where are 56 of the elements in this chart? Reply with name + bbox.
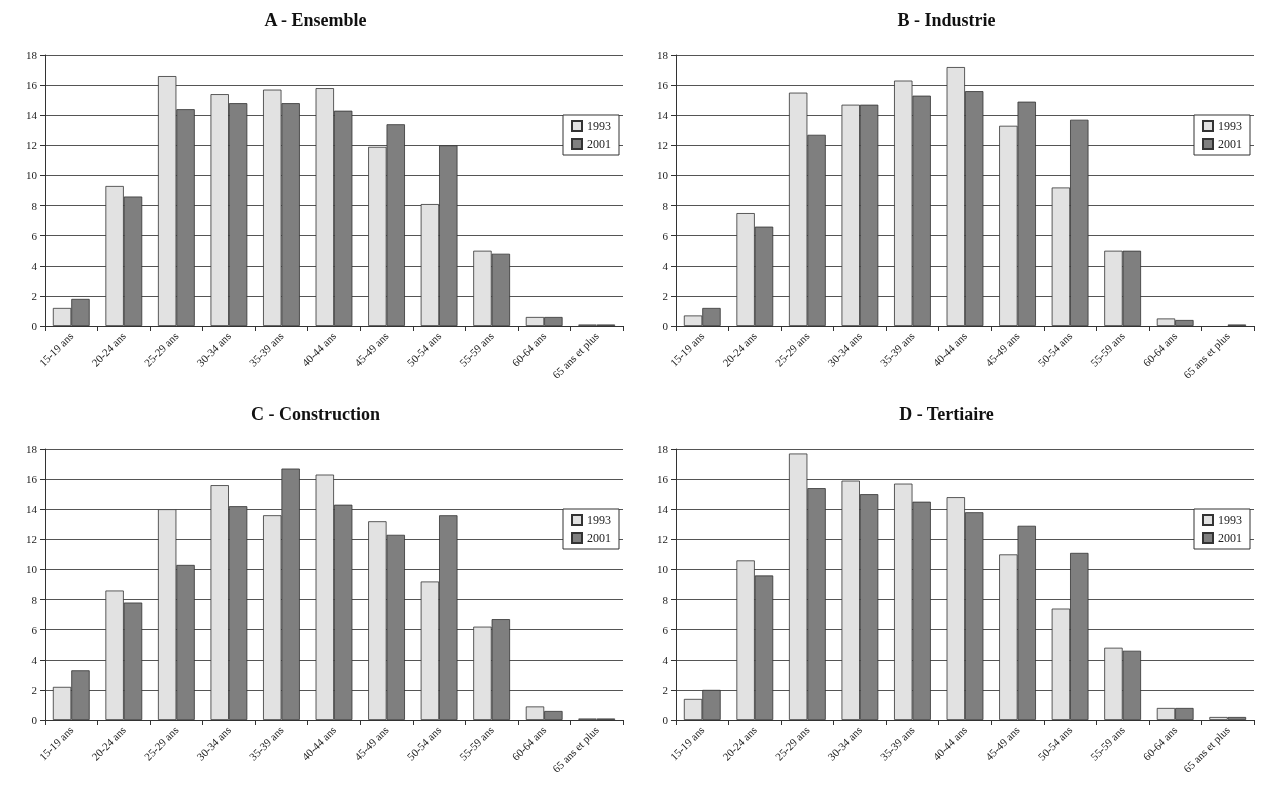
y-tick-label: 6 [31,623,38,636]
y-tick-label: 12 [26,139,37,152]
y-tick-label: 12 [657,533,668,546]
y-tick-label: 4 [31,653,38,666]
y-tick-label: 18 [26,443,38,455]
y-tick-label: 16 [26,473,38,486]
legend-label: 2001 [1218,137,1242,151]
y-tick-label: 8 [31,593,38,606]
y-tick-label: 18 [657,49,669,61]
y-tick-label: 10 [26,169,38,182]
chart-title: D - Tertiaire [899,404,994,424]
y-tick-label: 14 [657,109,669,122]
legend-label: 1993 [587,119,611,133]
y-tick-label: 10 [26,563,38,576]
legend-label: 2001 [1218,531,1242,545]
y-tick-label: 0 [662,320,669,332]
y-tick-label: 8 [31,199,38,212]
y-tick-label: 10 [657,563,669,576]
y-tick-label: 12 [657,139,668,152]
legend-label: 2001 [587,137,611,151]
y-tick-label: 0 [662,714,669,726]
y-tick-label: 4 [31,259,38,272]
y-tick-label: 10 [657,169,669,182]
y-tick-label: 18 [26,49,38,61]
chart-title: B - Industrie [897,10,996,30]
y-tick-label: 16 [26,79,38,92]
y-tick-label: 16 [657,473,669,486]
y-tick-label: 0 [31,320,38,332]
y-tick-label: 0 [31,714,38,726]
legend-label: 2001 [587,531,611,545]
y-tick-label: 16 [657,79,669,92]
y-tick-label: 8 [662,199,669,212]
y-tick-label: 14 [26,503,38,516]
legend-label: 1993 [587,513,611,527]
y-tick-label: 2 [662,683,668,696]
y-tick-label: 6 [662,229,669,242]
x-tick-label: 65 ans et plus [1180,329,1232,381]
y-tick-label: 6 [31,229,38,242]
x-tick-label: 65 ans et plus [549,329,601,381]
y-tick-label: 2 [31,289,37,302]
y-tick-label: 4 [662,259,669,272]
y-tick-label: 2 [662,289,668,302]
y-tick-label: 18 [657,443,669,455]
y-tick-label: 14 [26,109,38,122]
y-tick-label: 14 [657,503,669,516]
x-tick-label: 65 ans et plus [1180,723,1232,775]
legend-label: 1993 [1218,513,1242,527]
chart-title: A - Ensemble [264,10,367,30]
chart-title: C - Construction [251,404,380,424]
y-tick-label: 12 [26,533,37,546]
x-tick-label: 65 ans et plus [549,723,601,775]
legend-label: 1993 [1218,119,1242,133]
y-tick-label: 4 [662,653,669,666]
y-tick-label: 2 [31,683,37,696]
y-tick-label: 6 [662,623,669,636]
y-tick-label: 8 [662,593,669,606]
